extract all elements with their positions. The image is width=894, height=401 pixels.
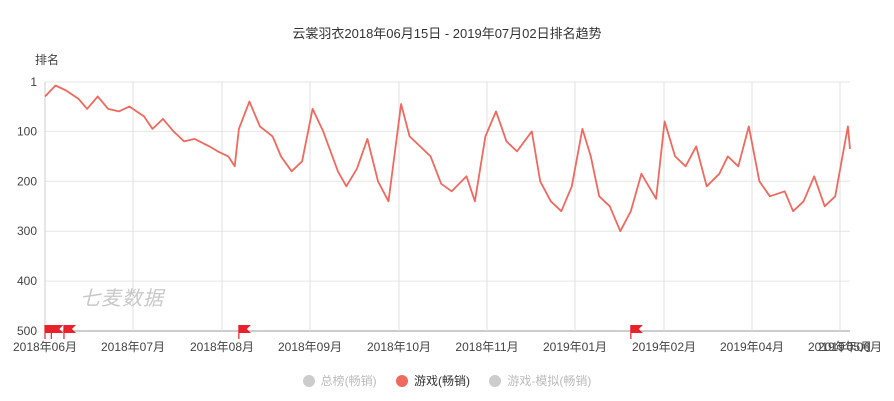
legend-label: 总榜(畅销) [320,374,377,388]
legend-item-overall[interactable]: 总榜(畅销) [302,372,377,389]
x-tick-label: 2018年07月 [101,340,165,354]
x-tick-label: 2018年08月 [190,340,254,354]
chart-legend: 总榜(畅销) 游戏(畅销) 游戏-模拟(畅销) [0,372,894,389]
x-tick-label: 2019年01月 [543,340,607,354]
legend-label: 游戏(畅销) [414,374,470,388]
legend-dot-icon [302,375,315,387]
x-tick-label: 2019年04月 [720,340,784,354]
y-tick-label: 100 [17,124,37,138]
flag-icon [238,325,251,333]
x-tick-label: 2018年09月 [278,340,342,354]
x-tick-label: 2019年06月 [818,340,882,354]
y-tick-label: 200 [17,174,37,188]
y-tick-label: 1 [30,75,37,89]
y-tick-label: 400 [17,274,37,288]
legend-label: 游戏-模拟(畅销) [507,374,592,388]
y-tick-label: 500 [17,324,37,338]
flag-icon [63,325,76,333]
legend-item-games[interactable]: 游戏(畅销) [396,372,470,389]
x-tick-label: 2018年11月 [455,340,518,354]
legend-dot-icon [489,375,502,387]
flag-icon [630,325,643,333]
x-tick-label: 2019年02月 [632,340,696,354]
flag-icon [51,325,64,333]
x-tick-label: 2018年10月 [367,340,431,354]
series-line [44,84,851,233]
y-axis-label: 排名 [35,52,59,67]
watermark-logo-text: 七麦数据 [80,288,164,310]
x-tick-label: 2019年05月 [808,340,872,354]
y-tick-label: 300 [17,224,37,238]
x-tick-label: 2018年06月 [13,340,77,354]
chart-title: 云裳羽衣2018年06月15日 - 2019年07月02日排名趋势 [292,26,602,41]
legend-item-games-sim[interactable]: 游戏-模拟(畅销) [489,372,591,389]
legend-dot-icon [396,375,408,387]
